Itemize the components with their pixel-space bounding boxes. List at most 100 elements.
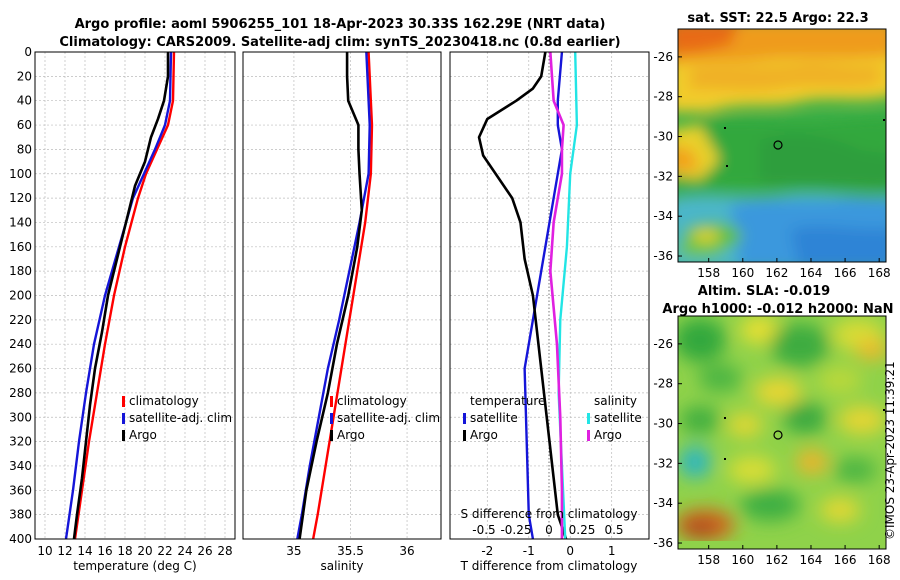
x-tick-label: 28	[217, 544, 232, 558]
lon-tick-label: 166	[834, 266, 857, 280]
float-track-dot	[724, 458, 726, 460]
x-tick-label: 10	[37, 544, 52, 558]
legend-swatch-climatology	[330, 396, 333, 407]
depth-tick-label: 280	[9, 386, 32, 400]
depth-tick-label: 140	[9, 215, 32, 229]
lon-tick-label: 158	[697, 553, 720, 567]
x-tick-label: 36	[399, 544, 414, 558]
series-line-argo	[72, 52, 170, 539]
series-line-s-argo	[549, 52, 565, 539]
sst-map-frame	[677, 28, 887, 263]
temperature-xlabel: temperature (deg C)	[73, 559, 196, 573]
depth-tick-label: 60	[17, 118, 32, 132]
depth-tick-label: 100	[9, 167, 32, 181]
sla-map-frame	[677, 315, 887, 550]
sla-map-title-line2: Argo h1000: -0.012 h2000: NaN	[662, 302, 893, 317]
float-track-dot	[726, 165, 728, 167]
temperature-tick-labels: 10 12 14 16 18 20 22 24 26 28	[37, 544, 232, 558]
x-tick-label: 18	[117, 544, 132, 558]
legend-swatch-satellite	[122, 413, 125, 424]
legend-title-salinity: salinity	[594, 394, 637, 408]
difference-axes-frame	[449, 51, 650, 540]
figure-title-line1: Argo profile: aoml 5906255_101 18-Apr-20…	[75, 17, 606, 32]
depth-tick-label: 340	[9, 459, 32, 473]
temperature-grid	[35, 51, 235, 540]
lat-tick-label: -30	[653, 417, 673, 431]
lat-tick-label: -30	[653, 130, 673, 144]
depth-tick-label: 160	[9, 240, 32, 254]
x-tick-label: -2	[481, 544, 493, 558]
sla-map-title-line1: Altim. SLA: -0.019	[698, 284, 830, 299]
sst-heatmap	[678, 29, 886, 262]
legend-swatch-t-satellite	[463, 413, 466, 424]
legend-swatch-climatology	[122, 396, 125, 407]
x-tick-label: 1	[608, 544, 616, 558]
s-tick: -0.25	[500, 523, 531, 537]
float-track-dot	[883, 409, 885, 411]
x-tick-label: 22	[157, 544, 172, 558]
lat-tick-label: -36	[653, 249, 673, 263]
x-tick-label: 35.5	[337, 544, 364, 558]
legend-label-argo: Argo	[337, 428, 365, 442]
temperature-axes-frame	[34, 51, 236, 540]
t-difference-xlabel: T difference from climatology	[460, 559, 638, 573]
legend-label-s-satellite: satellite	[594, 411, 642, 425]
depth-tick-label: 360	[9, 483, 32, 497]
depth-tick-label: 200	[9, 289, 32, 303]
sst-field	[678, 29, 886, 262]
depth-tick-label: 0	[24, 45, 32, 59]
x-tick-label: 24	[177, 544, 192, 558]
legend-swatch-t-argo	[463, 430, 466, 441]
legend-swatch-argo	[122, 430, 125, 441]
s-tick: -0.5	[472, 523, 495, 537]
s-tick: 0.25	[569, 523, 596, 537]
lon-tick-label: 162	[765, 266, 788, 280]
figure-title-line2: Climatology: CARS2009. Satellite-adj cli…	[59, 35, 620, 50]
lon-tick-label: 168	[868, 553, 891, 567]
series-line-t-argo	[477, 52, 568, 539]
lon-tick-label: 168	[868, 266, 891, 280]
salinity-xlabel: salinity	[320, 559, 363, 573]
depth-tick-label: 20	[17, 69, 32, 83]
lat-tick-label: -28	[653, 90, 673, 104]
depth-tick-label: 40	[17, 94, 32, 108]
legend-swatch-satellite	[330, 413, 333, 424]
t-difference-tick-labels: -2 -1 0 1	[481, 544, 615, 558]
series-line-t-satellite	[523, 52, 564, 539]
difference-legend: temperature satellite Argo salinity sate…	[463, 394, 642, 442]
depth-tick-labels: 0 20 40 60 80 100 120 140 160 180 200 220 240 260 280 3…	[9, 45, 32, 546]
lat-tick-label: -36	[653, 536, 673, 550]
lat-tick-label: -34	[653, 209, 673, 223]
float-track-dot	[883, 119, 885, 121]
legend-swatch-argo	[330, 430, 333, 441]
x-tick-label: 12	[57, 544, 72, 558]
lon-tick-label: 160	[731, 266, 754, 280]
x-tick-label: 0	[566, 544, 574, 558]
salinity-tick-labels: 35 35.5 36	[286, 544, 414, 558]
legend-swatch-s-argo	[587, 430, 590, 441]
lon-tick-label: 158	[697, 266, 720, 280]
difference-panel: -2 -1 0 1 T difference from climatology S d…	[449, 51, 650, 573]
sla-field	[678, 316, 886, 541]
lat-tick-label: -34	[653, 496, 673, 510]
depth-tick-label: 320	[9, 435, 32, 449]
sla-heatmap	[678, 316, 886, 549]
legend-label-climatology: climatology	[337, 394, 407, 408]
lat-tick-label: -26	[653, 50, 673, 64]
temperature-panel: 0 20 40 60 80 100 120 140 160 180 200 220 240 260 280 3…	[9, 45, 236, 573]
imos-credit: ©IMOS 23-Apr-2023 11:39:21	[883, 361, 897, 540]
legend-label-argo: Argo	[129, 428, 157, 442]
salinity-grid	[243, 51, 441, 540]
legend-label-s-argo: Argo	[594, 428, 622, 442]
s-tick: 0.5	[604, 523, 623, 537]
x-tick-label: 35	[286, 544, 301, 558]
sst-map-title: sat. SST: 22.5 Argo: 22.3	[687, 11, 868, 26]
depth-tick-label: 80	[17, 142, 32, 156]
depth-tick-label: 180	[9, 264, 32, 278]
legend-swatch-s-satellite	[587, 413, 590, 424]
argo-position-marker	[773, 430, 783, 440]
lon-tick-label: 162	[765, 553, 788, 567]
s-tick: 0	[545, 523, 553, 537]
depth-tick-label: 300	[9, 410, 32, 424]
